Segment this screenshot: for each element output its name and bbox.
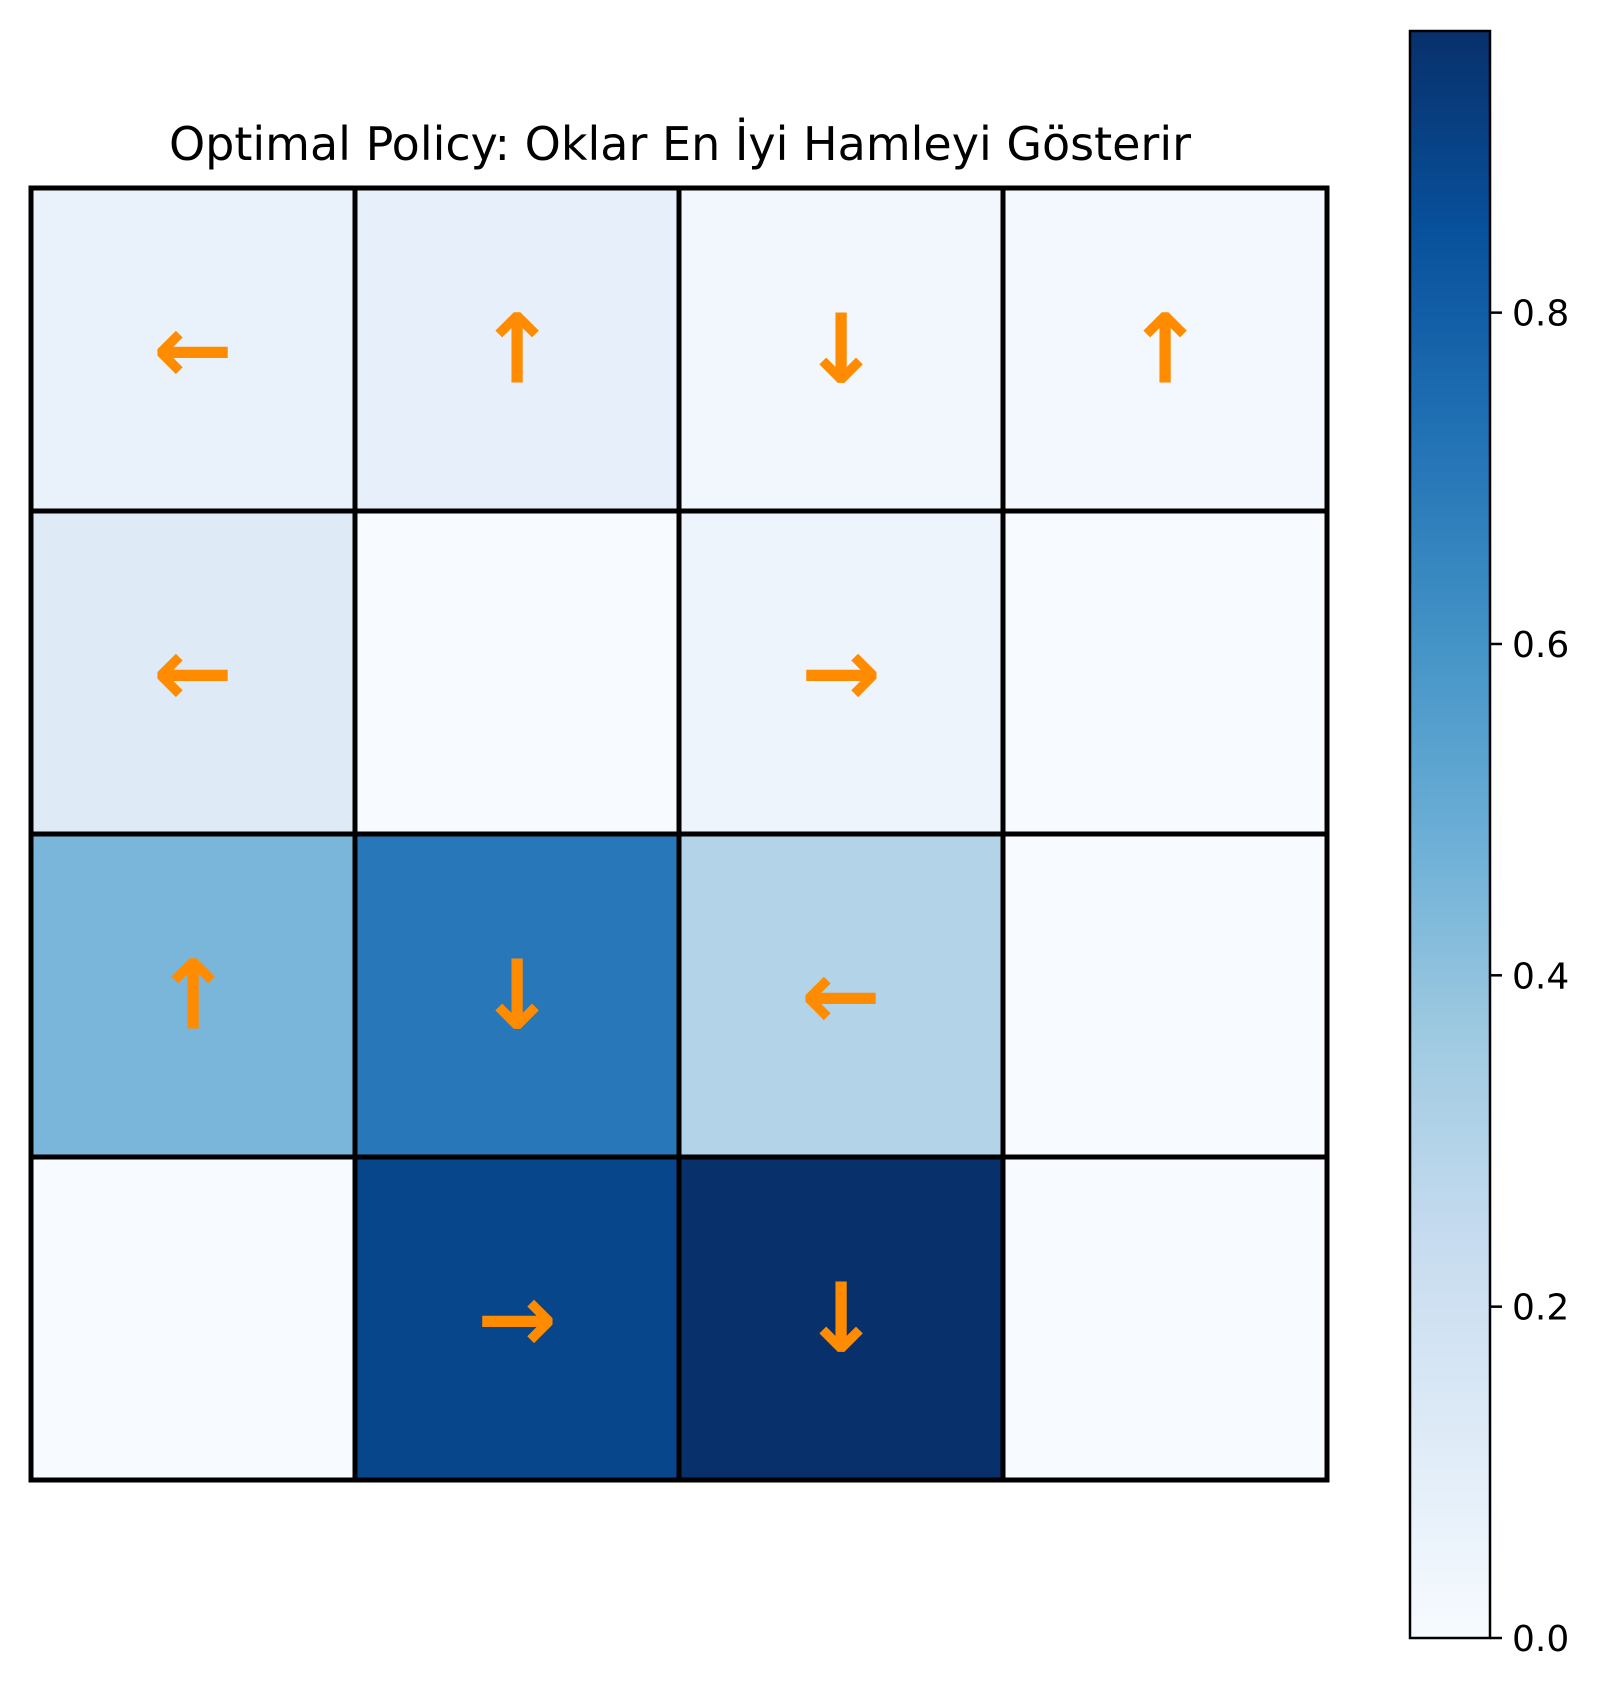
heatmap-cell-0-2 [676, 185, 1006, 514]
policy-arrow-2-2: ← [801, 940, 881, 1052]
colorbar-tick-label: 0.4 [1512, 956, 1569, 997]
heatmap-cell-0-1 [352, 185, 682, 514]
colorbar-tick-label: 0.6 [1512, 625, 1569, 666]
policy-arrow-2-1: ↓ [477, 940, 557, 1052]
heatmap-cell-3-3 [1000, 1154, 1330, 1483]
chart-title: Optimal Policy: Oklar En İyi Hamleyi Gös… [169, 117, 1191, 171]
heatmap-cell-0-0 [28, 185, 358, 514]
heatmap-cell-1-3 [1000, 508, 1330, 837]
heatmap-cell-2-1 [352, 831, 682, 1160]
heatmap-cell-3-1 [352, 1154, 682, 1483]
heatmap-cell-3-0 [28, 1154, 358, 1483]
policy-arrow-0-0: ← [153, 294, 233, 406]
policy-arrow-1-0: ← [153, 617, 233, 729]
heatmap-cells [28, 185, 1330, 1483]
colorbar-tick-label: 0.2 [1512, 1288, 1569, 1329]
policy-arrow-0-2: ↓ [801, 294, 881, 406]
policy-arrow-3-2: ↓ [801, 1263, 881, 1375]
colorbar: 0.0 0.2 0.4 0.6 0.8 [1408, 29, 1569, 1660]
policy-arrow-1-2: → [801, 617, 881, 729]
policy-arrow-3-1: → [477, 1263, 557, 1375]
policy-arrow-2-0: ↑ [153, 940, 233, 1052]
heatmap-cell-1-1 [352, 508, 682, 837]
policy-arrows: ← ↑ ↓ ↑ ← → ↑ ↓ ← → ↓ [153, 294, 1205, 1375]
colorbar-gradient [1408, 29, 1492, 1640]
policy-arrow-0-1: ↑ [477, 294, 557, 406]
heatmap-cell-2-3 [1000, 831, 1330, 1160]
heatmap-cell-0-3 [1000, 185, 1330, 514]
colorbar-tick-label: 0.0 [1512, 1619, 1569, 1660]
policy-arrow-0-3: ↑ [1125, 294, 1205, 406]
colorbar-tick-label: 0.8 [1512, 294, 1569, 335]
